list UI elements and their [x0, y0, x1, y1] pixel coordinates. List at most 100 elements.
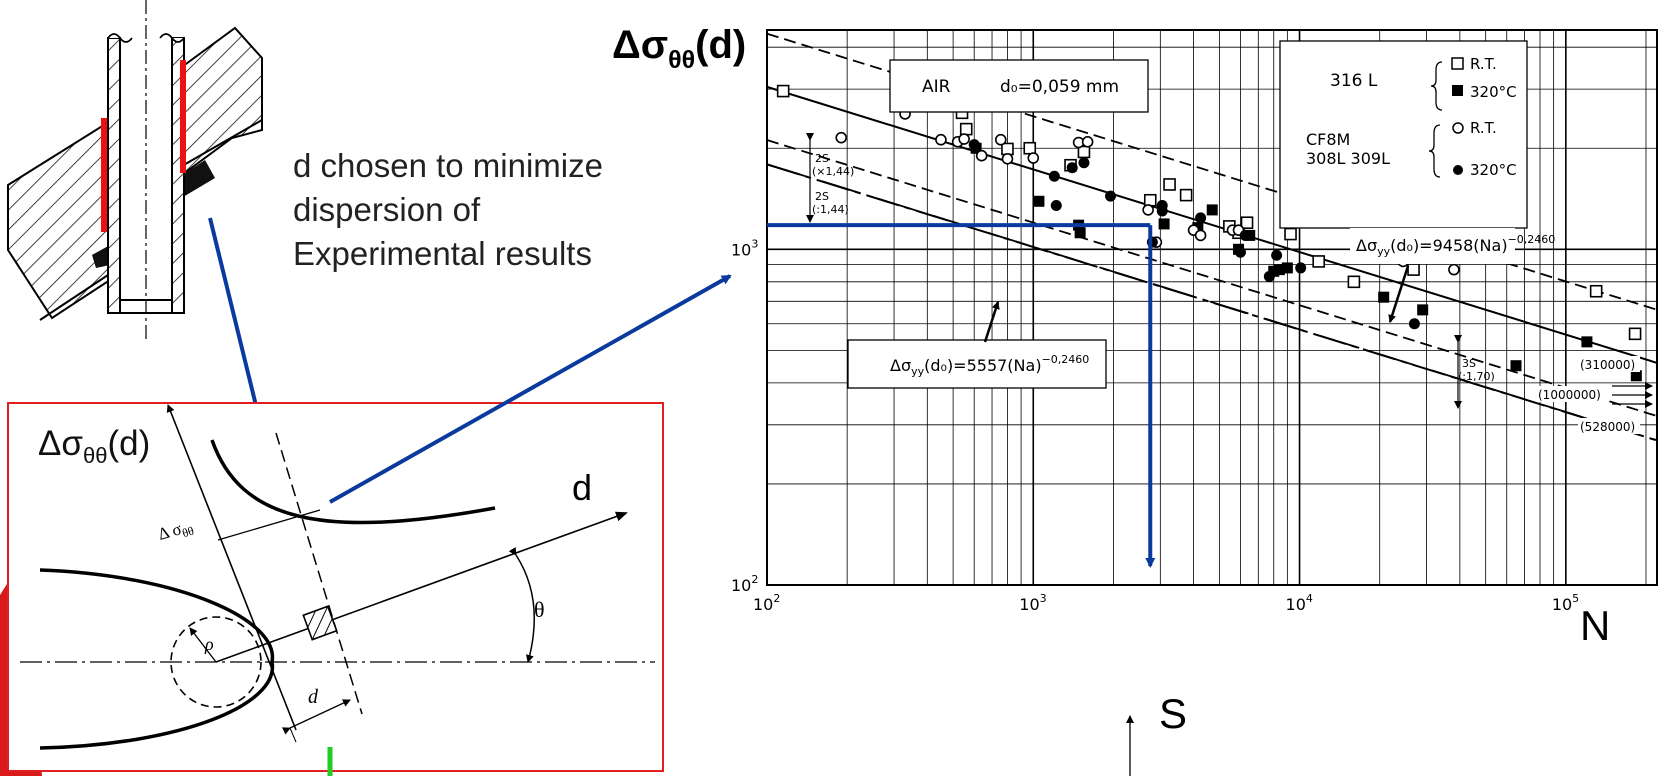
s-label: S	[1159, 690, 1187, 737]
legend-open-circle	[1452, 122, 1464, 134]
point-316l-rt	[1589, 284, 1603, 298]
rho-label: ρ	[204, 634, 214, 654]
point-cf8m-rt	[935, 133, 947, 146]
svg-text:2S: 2S	[815, 152, 829, 165]
point-316l-320c	[1033, 195, 1045, 207]
d-axis-label: d	[572, 467, 592, 508]
point-cf8m-320c	[1066, 162, 1078, 174]
point-cf8m-rt	[1081, 136, 1094, 148]
legend-320-2: 320°C	[1470, 161, 1517, 179]
point-316l-rt	[1179, 188, 1193, 202]
d0-label: d₀=0,059 mm	[1000, 77, 1119, 97]
point-316l-rt	[776, 84, 790, 98]
fit-line	[766, 85, 1658, 364]
svg-text:Δσyy(d₀)=9458(Na)−0,2460: Δσyy(d₀)=9458(Na)−0,2460	[1356, 233, 1555, 258]
point-cf8m-rt	[994, 133, 1007, 146]
inset-y-label: Δσθθ(d)	[38, 424, 150, 468]
point-cf8m-rt	[1448, 263, 1460, 276]
x-tick-label: 105	[1552, 592, 1579, 614]
band-labels: 2S (×1,44) 2S (:1,44) 3S (:1,70)	[806, 133, 1495, 409]
point-cf8m-320c	[1078, 157, 1090, 169]
x-tick-label: 103	[1019, 592, 1046, 614]
runout-labels: (310000) (1000000) (528000)	[1536, 356, 1653, 434]
legend-320-1: 320°C	[1470, 83, 1517, 101]
point-cf8m-320c	[1048, 170, 1060, 182]
x-tick-label: 102	[753, 592, 780, 614]
svg-text:Δσyy(d₀)=5557(Na)−0,2460: Δσyy(d₀)=5557(Na)−0,2460	[890, 353, 1089, 378]
point-316l-320c	[1378, 291, 1390, 303]
point-cf8m-rt	[958, 133, 970, 145]
y-tick-label: 102	[731, 573, 758, 595]
point-cf8m-rt	[835, 131, 848, 144]
point-cf8m-320c	[1295, 262, 1307, 274]
wohler-chart: Δσθθ(d) N 102 103 104 105 102 103 AIR d₀=0,05…	[612, 23, 1658, 649]
annotation-text: d chosen to minimize dispersion of Exper…	[293, 147, 603, 272]
point-316l-rt	[1240, 216, 1254, 230]
point-316l-rt	[1023, 141, 1037, 155]
point-316l-320c	[1268, 265, 1280, 277]
point-316l-rt	[1001, 142, 1014, 156]
point-cf8m-rt	[1027, 152, 1040, 164]
point-316l-320c	[1273, 264, 1285, 276]
point-316l-rt	[1284, 227, 1297, 241]
point-316l-rt	[959, 122, 973, 136]
highlight-lines	[767, 223, 1156, 568]
point-cf8m-320c	[1195, 212, 1207, 224]
legend-308l: 308L 309L	[1306, 149, 1390, 168]
point-cf8m-320c	[1263, 270, 1275, 282]
blue-arrow-to-chart	[329, 274, 732, 504]
point-316l-320c	[1630, 370, 1642, 382]
point-cf8m-320c	[1271, 249, 1283, 261]
fit-lower-label: Δσyy(d₀)=5557(Na)−0,2460	[847, 301, 1107, 389]
point-cf8m-320c	[1050, 200, 1062, 212]
point-316l-rt	[1407, 263, 1420, 276]
point-316l-320c	[1074, 227, 1086, 239]
svg-text:(:1,70): (:1,70)	[1458, 370, 1495, 383]
theta-label: θ	[534, 597, 545, 622]
tick-labels: 102 103 104 105 102 103	[731, 237, 1579, 614]
chart-y-label: Δσθθ(d)	[612, 23, 746, 74]
svg-text:(:1,44): (:1,44)	[812, 203, 849, 216]
notch-inset: Δσθθ(d) ρ d θ Δ σθθ d	[7, 402, 664, 776]
legend-cf8m: CF8M	[1306, 130, 1350, 149]
air-label: AIR	[922, 77, 951, 97]
annotation-line-3: Experimental results	[293, 235, 592, 272]
point-cf8m-rt	[1194, 229, 1207, 242]
svg-text:2S: 2S	[815, 190, 829, 203]
point-cf8m-320c	[1239, 229, 1251, 241]
fit-line	[766, 139, 1658, 417]
svg-text:3S: 3S	[1462, 357, 1476, 370]
legend-filled-circle	[1453, 165, 1463, 175]
legend-filled-square	[1452, 85, 1463, 96]
legend-316l: 316 L	[1330, 71, 1378, 91]
pipe-weld-drawing	[7, 0, 263, 340]
annotation-line-2: dispersion of	[293, 191, 481, 228]
legend-box: 316 L R.T. 320°C CF8M 308L 309L R.T. 320…	[1279, 40, 1528, 229]
point-cf8m-rt	[975, 149, 988, 162]
point-cf8m-rt	[1001, 153, 1014, 165]
point-316l-rt	[1347, 275, 1361, 289]
point-316l-320c	[1510, 360, 1522, 372]
svg-text:(×1,44): (×1,44)	[812, 165, 854, 178]
air-box: AIR d₀=0,059 mm	[889, 59, 1149, 113]
fit-line	[766, 163, 1658, 442]
runout-310000: (310000)	[1580, 358, 1635, 372]
legend-rt-1: R.T.	[1470, 55, 1497, 73]
point-316l-320c	[1281, 262, 1293, 274]
legend-open-square	[1451, 57, 1464, 70]
point-316l-rt	[1628, 327, 1642, 341]
runout-1000000: (1000000)	[1538, 388, 1601, 402]
data-points	[776, 84, 1642, 382]
point-316l-320c	[1581, 336, 1593, 348]
point-316l-320c	[1206, 204, 1218, 216]
point-316l-rt	[1143, 193, 1157, 207]
point-cf8m-320c	[1408, 318, 1420, 330]
chart-x-label: N	[1580, 602, 1610, 649]
point-cf8m-320c	[968, 139, 980, 151]
point-cf8m-320c	[1234, 246, 1246, 258]
annotation-line-1: d chosen to minimize	[293, 147, 603, 184]
point-316l-320c	[1158, 218, 1170, 230]
point-316l-rt	[1312, 255, 1325, 268]
point-cf8m-rt	[1142, 204, 1154, 216]
